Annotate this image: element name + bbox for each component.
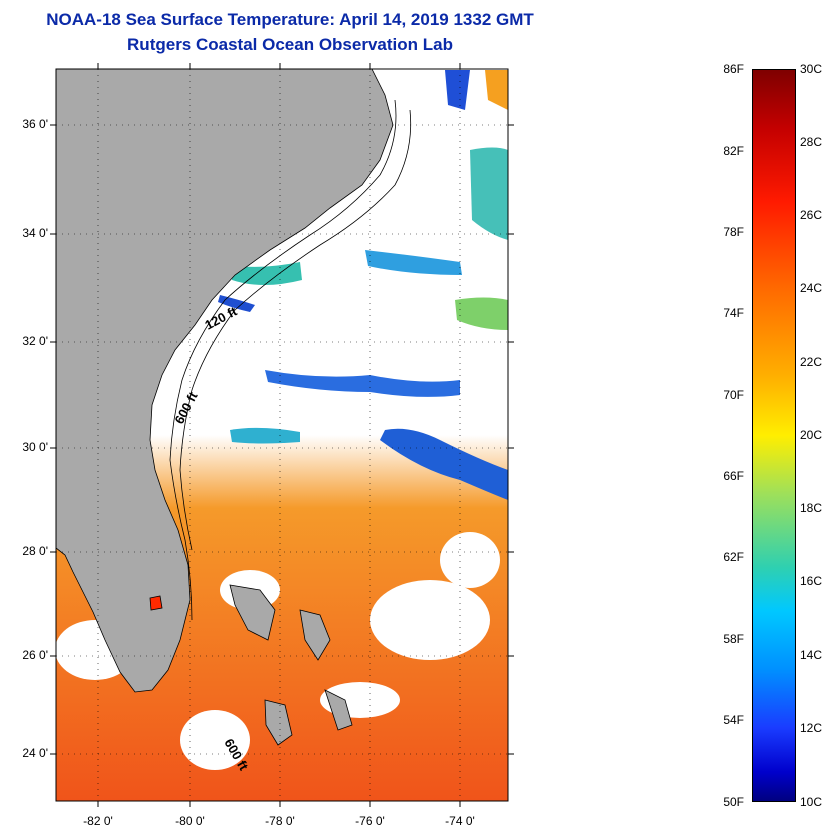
- colorbar-f-label: 82F: [723, 144, 744, 158]
- map-title: NOAA-18 Sea Surface Temperature: April 1…: [46, 10, 534, 29]
- lat-label: 30 0': [22, 440, 48, 454]
- lon-label: -74 0': [445, 814, 475, 828]
- colorbar-f-label: 50F: [723, 795, 744, 809]
- lat-label: 36 0': [22, 117, 48, 131]
- isobath-contours: [169, 99, 412, 621]
- colorbar-c-label: 26C: [800, 208, 823, 222]
- lat-label: 26 0': [22, 648, 48, 662]
- colorbar-c-label: 22C: [800, 355, 823, 369]
- colorbar-f-label: 62F: [723, 550, 744, 564]
- colorbar-f-label: 66F: [723, 469, 744, 483]
- cool-water-bands: [218, 70, 508, 500]
- colorbar-c-label: 24C: [800, 281, 823, 295]
- colorbar-c-label: 20C: [800, 428, 823, 442]
- lat-label: 28 0': [22, 544, 48, 558]
- bahamas-islands: [149, 584, 353, 746]
- temperature-colorbar: [752, 69, 796, 802]
- tick-marks: [50, 63, 514, 807]
- colorbar-c-label: 14C: [800, 648, 823, 662]
- colorbar-c-label: 30C: [800, 62, 823, 76]
- lat-label: 34 0': [22, 226, 48, 240]
- colorbar-c-label: 10C: [800, 795, 823, 809]
- colorbar-f-label: 74F: [723, 306, 744, 320]
- lon-label: -82 0': [83, 814, 113, 828]
- lon-label: -76 0': [355, 814, 385, 828]
- colorbar-f-label: 58F: [723, 632, 744, 646]
- colorbar-c-label: 12C: [800, 721, 823, 735]
- colorbar-f-label: 54F: [723, 713, 744, 727]
- colorbar-c-label: 16C: [800, 574, 823, 588]
- colorbar-f-label: 78F: [723, 225, 744, 239]
- lon-label: -80 0': [175, 814, 205, 828]
- colorbar-f-label: 70F: [723, 388, 744, 402]
- colorbar-c-label: 28C: [800, 135, 823, 149]
- lat-label: 32 0': [22, 334, 48, 348]
- map-subtitle: Rutgers Coastal Ocean Observation Lab: [127, 35, 453, 54]
- map-frame: [55, 68, 509, 802]
- graticule: [56, 69, 508, 801]
- colorbar-f-label: 86F: [723, 62, 744, 76]
- lat-label: 24 0': [22, 746, 48, 760]
- us-land: [56, 69, 394, 693]
- colorbar-c-label: 18C: [800, 501, 823, 515]
- lon-label: -78 0': [265, 814, 295, 828]
